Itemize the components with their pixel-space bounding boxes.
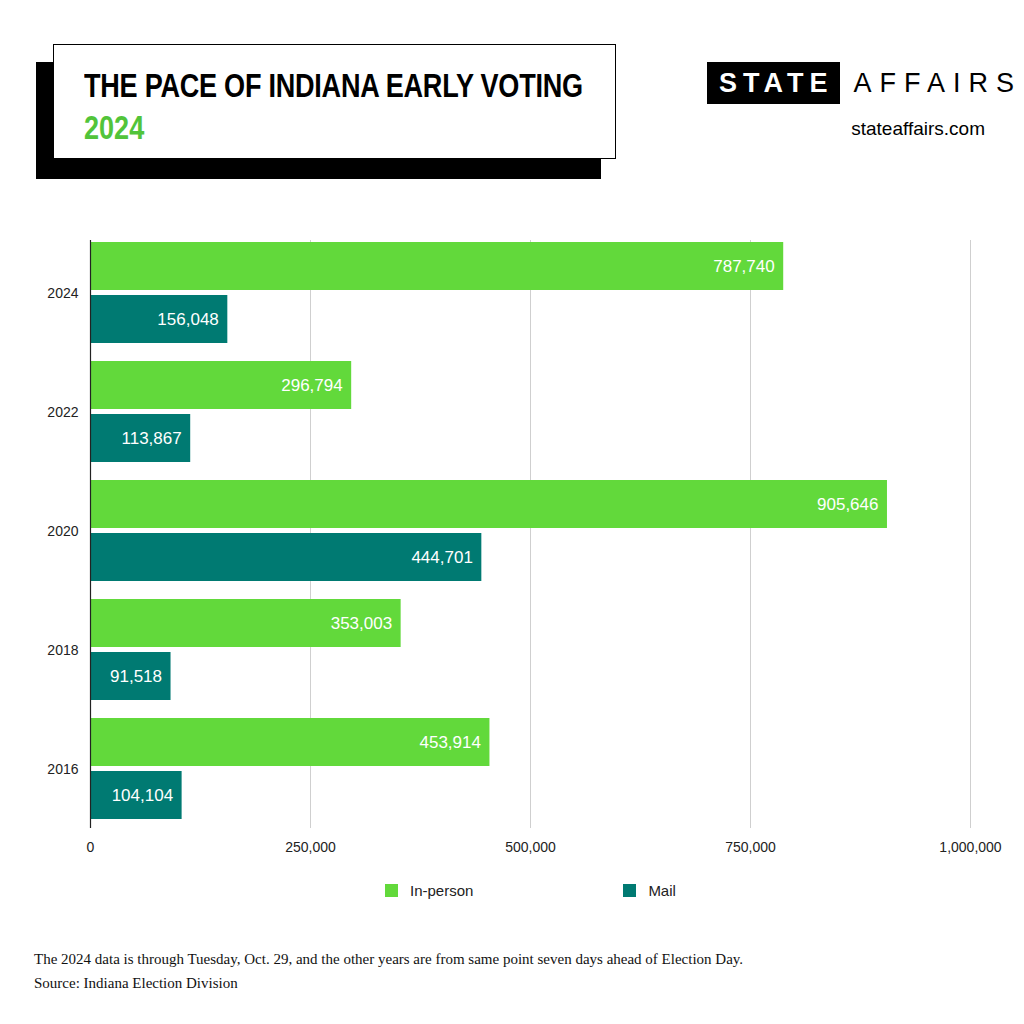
svg-text:750,000: 750,000 [725, 839, 776, 855]
html-text:Source: Indiana Election Divis: Source: Indiana Election Division [34, 975, 238, 991]
svg-text:296,794: 296,794 [281, 376, 342, 395]
svg-text:2020: 2020 [47, 523, 78, 539]
svg-text:905,646: 905,646 [817, 495, 878, 514]
html-text:STATE: STATE [719, 68, 834, 98]
svg-text:1,000,000: 1,000,000 [939, 839, 1001, 855]
html-text:In-person: In-person [410, 882, 474, 899]
html-text:2024: 2024 [84, 109, 145, 146]
svg-text:113,867: 113,867 [121, 429, 181, 448]
svg-text:0: 0 [87, 839, 95, 855]
svg-text:444,701: 444,701 [411, 548, 472, 567]
svg-text:353,003: 353,003 [331, 614, 392, 633]
svg-text:2024: 2024 [47, 285, 78, 301]
svg-text:787,740: 787,740 [713, 257, 774, 276]
html-text:The 2024 data is through Tuesd: The 2024 data is through Tuesday, Oct. 2… [34, 951, 744, 967]
svg-text:156,048: 156,048 [157, 310, 218, 329]
svg-text:453,914: 453,914 [419, 733, 480, 752]
svg-text:500,000: 500,000 [505, 839, 556, 855]
html-text:stateaffairs.com: stateaffairs.com [851, 118, 985, 139]
svg-text:250,000: 250,000 [285, 839, 336, 855]
html-text:Mail: Mail [648, 882, 676, 899]
svg-text:2018: 2018 [47, 642, 78, 658]
html-text:AFFAIRS: AFFAIRS [853, 68, 1022, 98]
svg-text:91,518: 91,518 [110, 667, 162, 686]
html-text:THE PACE OF INDIANA EARLY VOTI: THE PACE OF INDIANA EARLY VOTING [84, 67, 583, 104]
svg-text:2016: 2016 [47, 761, 78, 777]
svg-text:104,104: 104,104 [112, 786, 173, 805]
svg-text:2022: 2022 [47, 404, 78, 420]
